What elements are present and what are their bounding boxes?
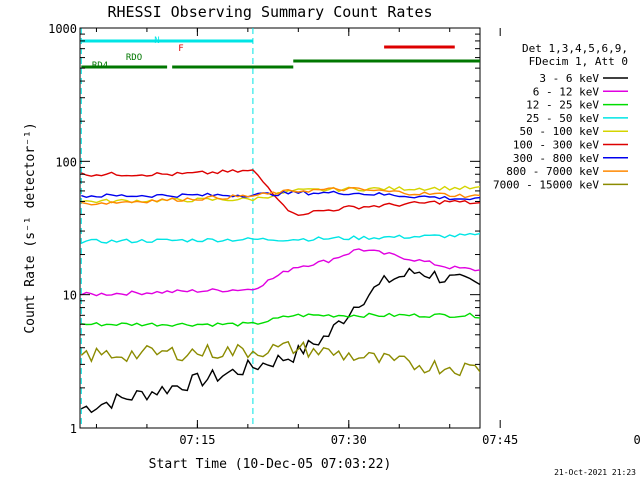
legend-entry-label: 800 - 7000 keV	[506, 165, 599, 178]
y-tick-label: 1	[70, 422, 77, 436]
generated-timestamp: 21-Oct-2021 21:23	[554, 468, 636, 477]
legend-entry-label: 7000 - 15000 keV	[493, 178, 599, 191]
legend-entry-label: 6 - 12 keV	[533, 85, 600, 98]
legend: Det 1,3,4,5,6,9,FDecim 1, Att 0 3 - 6 keV…	[493, 42, 628, 191]
legend-entry-label: 3 - 6 keV	[539, 72, 599, 85]
x-axis-label: Start Time (10-Dec-05 07:03:22)	[149, 457, 392, 472]
y-tick-label: 10	[63, 289, 77, 303]
x-tick-label: 07:30	[331, 433, 367, 447]
legend-entry-label: 12 - 25 keV	[526, 99, 599, 112]
plot-clipped-group	[80, 28, 480, 428]
x-tick-label: 07:15	[179, 433, 215, 447]
flag-label-f: F	[178, 44, 183, 54]
series-line-3	[81, 232, 480, 244]
series-line-7	[81, 186, 480, 206]
plot-frame	[79, 27, 481, 429]
series-line-0	[81, 267, 480, 414]
y-axis-label: Count Rate (s⁻¹ detector⁻¹)	[23, 122, 38, 333]
series-line-6	[81, 190, 480, 201]
chart-title: RHESSI Observing Summary Count Rates	[107, 3, 432, 21]
series-line-4	[81, 185, 480, 204]
legend-header-line: FDecim 1, Att 0	[529, 55, 628, 68]
flag-label-n: N	[154, 36, 159, 46]
y-tick-label: 100	[55, 155, 77, 169]
legend-entry-label: 25 - 50 keV	[526, 112, 599, 125]
legend-entry-label: 100 - 300 keV	[513, 139, 599, 152]
x-tick-label: 08:00	[634, 433, 640, 447]
legend-header-line: Det 1,3,4,5,6,9,	[522, 42, 628, 55]
legend-entry-label: 300 - 800 keV	[513, 152, 599, 165]
legend-entry-label: 50 - 100 keV	[520, 125, 600, 138]
series-line-8	[80, 340, 480, 377]
y-tick-label: 1000	[48, 22, 77, 36]
series-line-5	[81, 169, 480, 217]
plot-area: N F RDO RD4	[80, 28, 480, 428]
x-tick-label: 07:45	[482, 433, 518, 447]
series-line-2	[81, 312, 480, 327]
series-line-1	[81, 248, 480, 297]
flag-label-rdo: RDO	[126, 53, 142, 63]
flag-label-rd4: RD4	[92, 61, 108, 71]
